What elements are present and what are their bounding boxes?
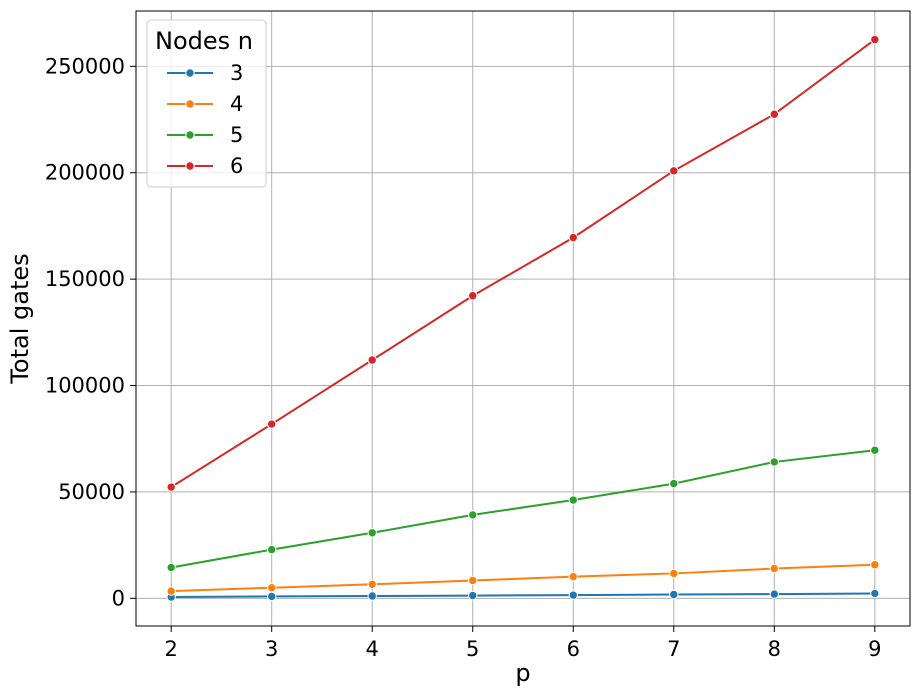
- y-tick-label: 250000: [45, 54, 125, 78]
- legend-item-6: 6: [167, 154, 243, 178]
- data-point: [267, 544, 277, 555]
- data-point: [769, 457, 779, 467]
- y-axis-label: Total gates: [6, 253, 34, 384]
- data-point: [367, 591, 377, 601]
- y-tick-label: 200000: [45, 161, 125, 185]
- legend-swatch-marker: [185, 161, 195, 171]
- legend-label: 3: [230, 61, 243, 85]
- data-point: [166, 562, 176, 573]
- series-6: [166, 34, 880, 492]
- legend-label: 6: [230, 154, 243, 178]
- data-point: [669, 478, 679, 489]
- x-tick-label: 9: [868, 637, 881, 661]
- y-tick-label: 150000: [45, 267, 125, 291]
- data-point: [267, 591, 277, 602]
- legend-swatch-marker: [185, 130, 195, 140]
- legend: Nodes n 3 4 5 6: [146, 19, 267, 188]
- data-point: [267, 419, 277, 429]
- data-point: [166, 586, 176, 596]
- data-point: [769, 589, 779, 599]
- series-line: [171, 563, 875, 593]
- legend-swatch-marker: [185, 99, 195, 109]
- data-point: [769, 563, 779, 574]
- x-tick-label: 6: [567, 637, 580, 661]
- series-line: [170, 38, 876, 488]
- series-5: [166, 445, 880, 573]
- data-point: [468, 575, 478, 586]
- legend-item-5: 5: [167, 123, 243, 147]
- legend-items: 3 4 5 6: [167, 61, 243, 178]
- x-tick-label: 2: [164, 637, 177, 661]
- series-layer: [166, 34, 880, 602]
- plot-frame: [135, 10, 911, 627]
- x-tick-label: 7: [667, 637, 680, 661]
- data-point: [568, 495, 578, 505]
- data-point: [468, 510, 478, 520]
- data-point: [870, 560, 880, 570]
- data-point: [769, 109, 779, 119]
- x-tick-label: 5: [466, 637, 479, 661]
- legend-label: 5: [230, 123, 243, 147]
- legend-swatch-marker: [185, 68, 195, 78]
- data-point: [367, 528, 377, 538]
- x-tick-label: 8: [768, 637, 781, 661]
- legend-item-4: 4: [167, 92, 243, 116]
- y-tick-label: 100000: [45, 374, 125, 398]
- data-point: [870, 445, 880, 455]
- y-tick-label: 0: [112, 586, 125, 610]
- data-point: [568, 571, 578, 582]
- x-tick-label: 3: [265, 637, 278, 661]
- data-point: [870, 588, 880, 599]
- data-point: [870, 34, 880, 45]
- legend-title: Nodes n: [155, 27, 253, 55]
- y-tick-label: 50000: [58, 480, 125, 504]
- series-4: [166, 560, 880, 596]
- data-point: [267, 582, 277, 593]
- data-point: [669, 589, 679, 600]
- data-point: [669, 568, 679, 579]
- data-point: [468, 291, 478, 301]
- legend-label: 4: [230, 92, 243, 116]
- grid: [136, 11, 910, 626]
- series-line: [171, 592, 875, 599]
- data-point: [166, 482, 176, 492]
- data-point: [568, 232, 578, 243]
- series-line: [171, 449, 875, 569]
- data-point: [669, 166, 679, 176]
- data-point: [468, 590, 478, 601]
- x-axis-ticks: 2 3 4 5 6 7 8 9: [164, 626, 882, 661]
- data-point: [367, 355, 377, 365]
- x-axis-label: p: [515, 659, 530, 687]
- data-point: [367, 579, 377, 589]
- x-tick-label: 4: [366, 637, 379, 661]
- y-axis-ticks: 0 50000 100000 150000 200000 250000: [45, 54, 136, 610]
- data-point: [568, 590, 578, 600]
- series-3: [166, 588, 880, 602]
- legend-item-3: 3: [167, 61, 243, 85]
